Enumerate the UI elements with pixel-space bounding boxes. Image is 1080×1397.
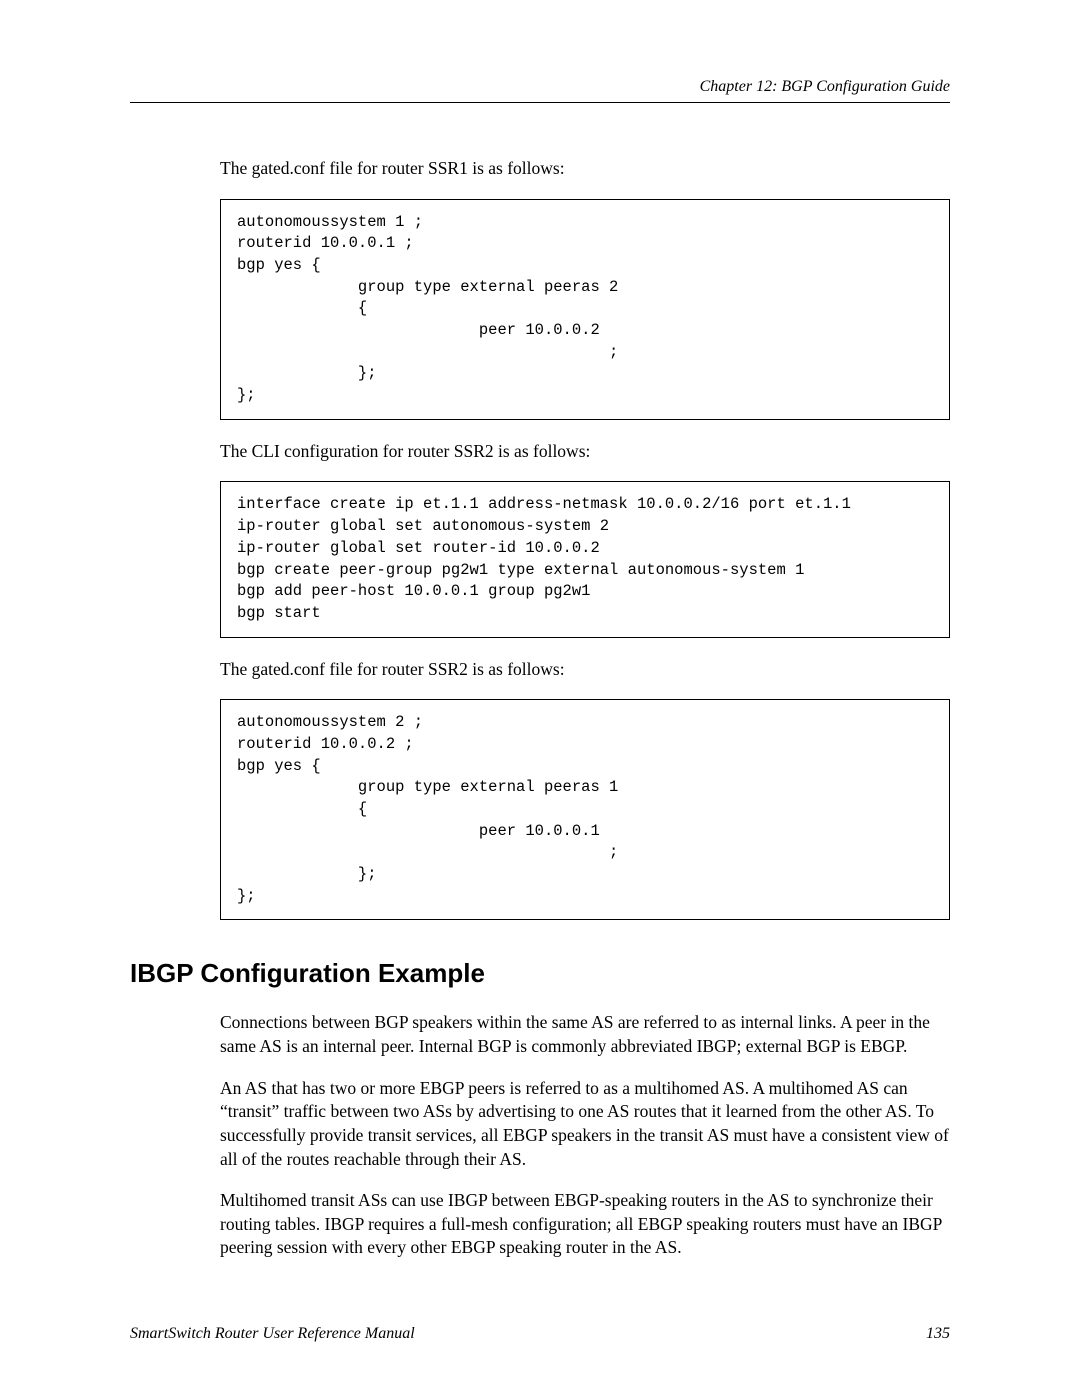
header-rule [130,102,950,103]
code-block-gated-ssr1: autonomoussystem 1 ; routerid 10.0.0.1 ;… [220,199,950,420]
footer-manual-title: SmartSwitch Router User Reference Manual [130,1325,415,1343]
paragraph-gated-ssr1-intro: The gated.conf file for router SSR1 is a… [220,157,950,181]
paragraph-gated-ssr2-intro: The gated.conf file for router SSR2 is a… [220,658,950,682]
paragraph-ibgp-1: Connections between BGP speakers within … [220,1011,950,1058]
footer-page-number: 135 [926,1325,950,1343]
paragraph-cli-ssr2-intro: The CLI configuration for router SSR2 is… [220,440,950,464]
paragraph-ibgp-3: Multihomed transit ASs can use IBGP betw… [220,1189,950,1260]
section-heading-ibgp: IBGP Configuration Example [130,958,950,989]
paragraph-ibgp-2: An AS that has two or more EBGP peers is… [220,1077,950,1172]
chapter-header: Chapter 12: BGP Configuration Guide [130,78,950,96]
code-block-gated-ssr2: autonomoussystem 2 ; routerid 10.0.0.2 ;… [220,699,950,920]
code-block-cli-ssr2: interface create ip et.1.1 address-netma… [220,481,950,637]
page-footer: SmartSwitch Router User Reference Manual… [130,1325,950,1343]
